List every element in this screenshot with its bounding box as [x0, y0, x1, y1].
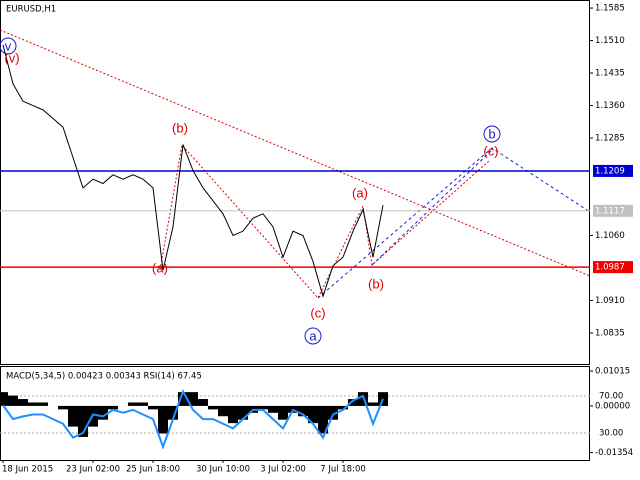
- rsi-line: [2, 388, 384, 450]
- macd-bar: [328, 405, 338, 420]
- y2-tick-label: 70.00: [599, 392, 623, 402]
- y-tick-label: 1.1360: [595, 101, 625, 111]
- macd-bar: [228, 405, 238, 424]
- main-panel: [0, 0, 590, 365]
- macd-bar: [78, 405, 88, 437]
- macd-bar: [208, 405, 218, 410]
- macd-bar: [188, 392, 198, 406]
- indicator-title: MACD(5,34,5) 0.00423 0.00343 RSI(14) 67.…: [6, 372, 202, 382]
- macd-bar: [298, 405, 308, 417]
- y-tick-label: 1.1285: [595, 134, 625, 144]
- y-tick-label: -0.01354: [595, 448, 633, 458]
- y2-tick-label: 30.00: [599, 429, 623, 439]
- macd-bar: [238, 405, 248, 420]
- level-label: 1.0987: [595, 263, 625, 273]
- macd-bar: [308, 405, 318, 424]
- projection-lines: [317, 147, 591, 299]
- macd-bar: [98, 405, 108, 420]
- wave-circle: [304, 327, 322, 345]
- macd-bar: [0, 392, 8, 406]
- wave-lines: [0, 29, 591, 299]
- wave-label: (b): [172, 120, 188, 135]
- chart-title: EURUSD,H1: [6, 5, 56, 15]
- macd-bar: [278, 405, 288, 420]
- y-tick-label: 0.00000: [595, 401, 630, 411]
- y-tick-label: 1.1510: [595, 36, 625, 46]
- macd-bar: [258, 405, 268, 410]
- macd-bar: [58, 405, 68, 410]
- macd-bar: [348, 399, 358, 406]
- macd-bar: [358, 392, 368, 406]
- macd-bar: [368, 402, 378, 406]
- wave-circle: [0, 37, 17, 55]
- macd-bar: [218, 405, 228, 417]
- y-tick-label: 1.0910: [595, 296, 625, 306]
- y-tick-label: 1.0835: [595, 328, 625, 338]
- wave-label: (c): [310, 305, 325, 320]
- macd-bar: [318, 405, 328, 434]
- x-tick-label: 3 Jul 02:00: [260, 465, 306, 475]
- macd-bar: [168, 405, 178, 420]
- macd-bar: [178, 392, 188, 406]
- macd-bar: [28, 402, 38, 406]
- level-label-box: [593, 164, 633, 177]
- x-tick-label: 23 Jun 02:00: [66, 465, 120, 475]
- y-tick-label: 0.01015: [595, 366, 630, 376]
- macd-bar: [158, 405, 168, 434]
- wave-label: (v): [4, 50, 19, 65]
- price-line: [2, 44, 384, 298]
- macd-bar: [38, 402, 48, 406]
- x-tick-label: 18 Jun 2015: [2, 465, 53, 475]
- wave-label: (a): [352, 185, 368, 200]
- x-tick-label: 30 Jun 10:00: [196, 465, 250, 475]
- level-label-box: [593, 261, 633, 274]
- macd-bar: [138, 402, 148, 406]
- level-label: 1.1117: [595, 206, 625, 216]
- wave-label: b: [488, 126, 495, 141]
- x-tick-label: 25 Jun 18:00: [126, 465, 180, 475]
- macd-bar: [18, 399, 28, 406]
- wave-circle: [483, 125, 501, 143]
- macd-bar: [68, 405, 78, 427]
- macd-bar: [128, 402, 138, 406]
- macd-bar: [198, 399, 208, 406]
- level-label: 1.1209: [595, 166, 625, 176]
- indicator-panel: [0, 366, 590, 461]
- wave-label: v: [5, 38, 12, 53]
- wave-label: (b): [368, 276, 384, 291]
- macd-bar: [148, 405, 158, 410]
- macd-bar: [268, 405, 278, 413]
- y-tick-label: 1.1585: [595, 4, 625, 14]
- y-tick-label: 1.1435: [595, 69, 625, 79]
- wave-label: (c): [483, 143, 498, 158]
- wave-label: (a): [152, 260, 168, 275]
- y-tick-label: 1.1060: [595, 231, 625, 241]
- macd-bar: [338, 405, 348, 410]
- macd-bar: [8, 395, 18, 406]
- macd-bar: [108, 405, 118, 410]
- x-tick-label: 7 Jul 18:00: [320, 465, 366, 475]
- wave-label: a: [309, 328, 317, 343]
- level-label-box: [593, 204, 633, 217]
